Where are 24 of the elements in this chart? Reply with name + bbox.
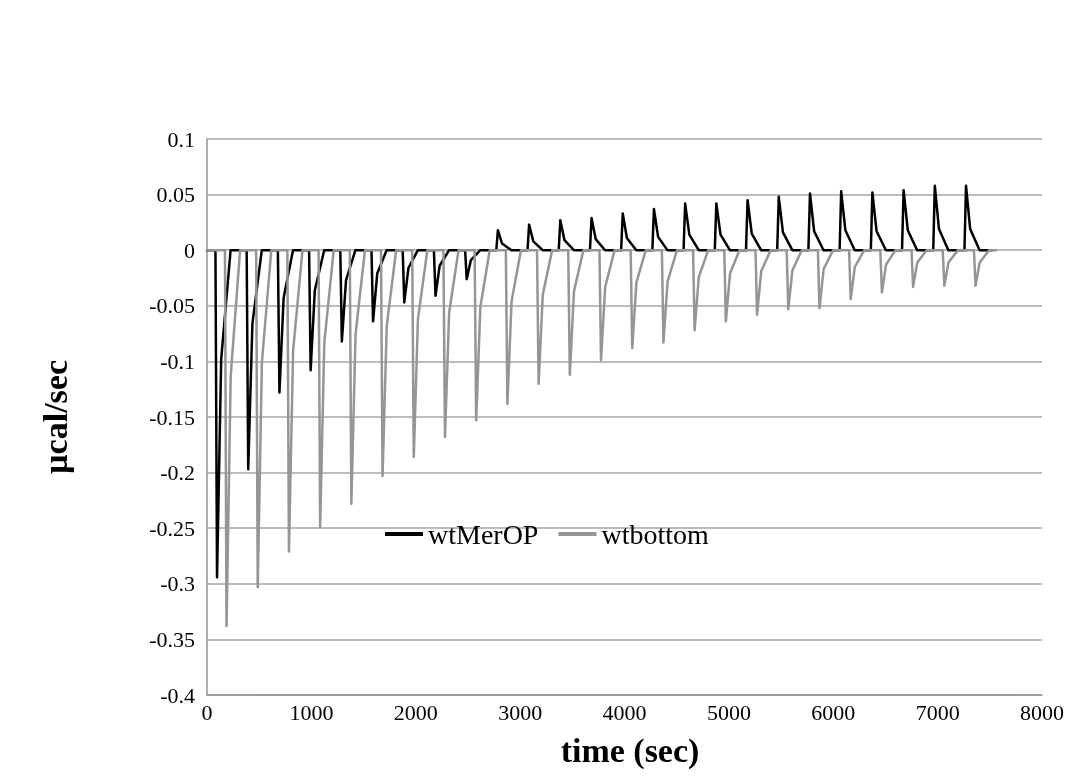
y-tick-label: -0.25 [149, 515, 195, 541]
x-tick-label: 1000 [289, 699, 334, 725]
legend-label: wtMerOP [428, 518, 539, 550]
x-axis-title: time (sec) [560, 731, 700, 770]
x-tick-label: 5000 [706, 699, 751, 725]
x-tick-label: 6000 [811, 699, 856, 725]
x-tick-label: 2000 [393, 699, 438, 725]
y-tick-label: -0.4 [160, 682, 195, 708]
y-tick-label: -0.3 [160, 571, 195, 597]
x-tick-label: 7000 [915, 699, 960, 725]
y-tick-label: -0.15 [149, 404, 195, 430]
legend-label: wtbottom [601, 518, 709, 550]
y-tick-label: 0.1 [167, 126, 195, 152]
y-tick-label: -0.35 [149, 626, 195, 652]
y-tick-label: -0.2 [160, 460, 195, 486]
y-tick-label: -0.05 [149, 293, 195, 319]
x-tick-label: 8000 [1020, 699, 1064, 725]
x-tick-label: 3000 [498, 699, 543, 725]
y-tick-label: -0.1 [160, 348, 195, 374]
y-axis-title: µcal/sec [36, 360, 74, 474]
y-tick-label: 0.05 [156, 182, 195, 208]
x-tick-label: 4000 [602, 699, 647, 725]
y-tick-label: 0 [184, 237, 195, 263]
x-tick-label: 0 [201, 699, 213, 725]
